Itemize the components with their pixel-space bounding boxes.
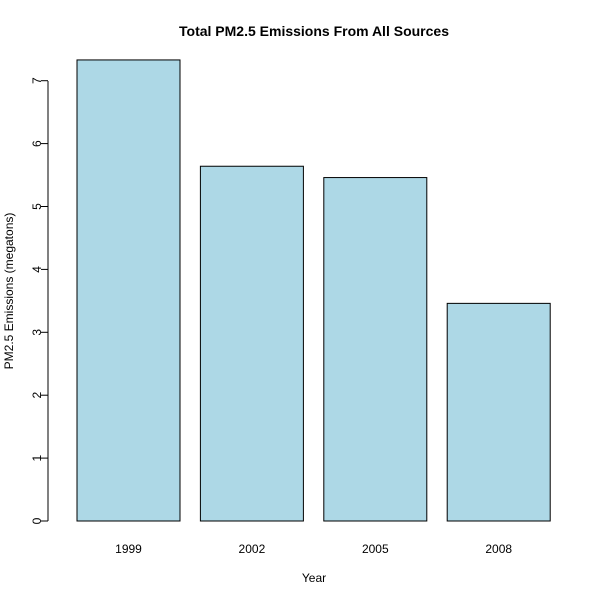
y-axis-ticks: 0 1 2 3 4 5 6 7: [30, 77, 48, 524]
y-tick-label: 2: [30, 392, 44, 399]
x-tick-label: 2005: [362, 542, 389, 556]
bar-2005: [323, 177, 428, 522]
x-axis-label: Year: [302, 571, 326, 585]
y-tick-label: 0: [30, 517, 44, 524]
y-tick-label: 6: [30, 140, 44, 147]
bar-2002: [199, 165, 304, 522]
y-axis-label: PM2.5 Emissions (megatons): [2, 213, 16, 370]
bar-2008: [446, 302, 551, 522]
chart-title: Total PM2.5 Emissions From All Sources: [179, 23, 449, 39]
x-tick-label: 2002: [239, 542, 266, 556]
x-tick-label: 2008: [485, 542, 512, 556]
bar-1999: [76, 59, 181, 522]
y-tick-label: 3: [30, 329, 44, 336]
y-tick-label: 5: [30, 203, 44, 210]
bars-group: [76, 59, 551, 522]
x-axis-tick-labels: 1999 2002 2005 2008: [115, 542, 512, 556]
y-tick-label: 1: [30, 454, 44, 461]
x-tick-label: 1999: [115, 542, 142, 556]
y-tick-label: 4: [30, 266, 44, 273]
y-tick-label: 7: [30, 77, 44, 84]
